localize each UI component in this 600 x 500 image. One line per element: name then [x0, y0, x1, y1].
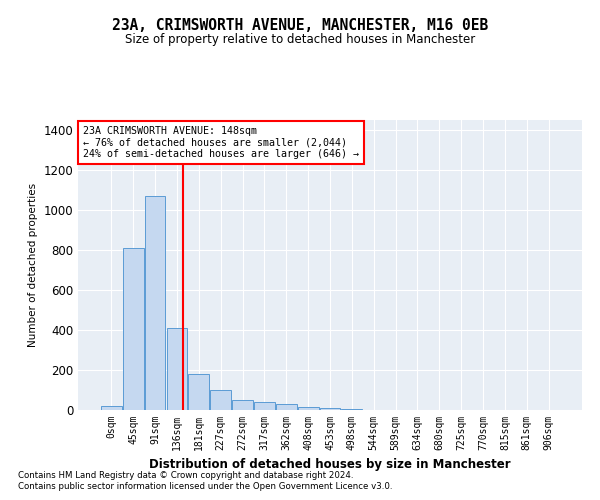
Bar: [254, 402, 275, 410]
Bar: [101, 406, 122, 410]
Y-axis label: Number of detached properties: Number of detached properties: [28, 183, 38, 347]
Text: Contains public sector information licensed under the Open Government Licence v3: Contains public sector information licen…: [18, 482, 392, 491]
Bar: [167, 328, 187, 410]
Bar: [210, 390, 231, 410]
Bar: [145, 196, 166, 410]
Bar: [320, 408, 340, 410]
Bar: [188, 374, 209, 410]
Text: Contains HM Land Registry data © Crown copyright and database right 2024.: Contains HM Land Registry data © Crown c…: [18, 470, 353, 480]
Bar: [341, 409, 362, 410]
Bar: [298, 407, 319, 410]
Bar: [276, 404, 296, 410]
X-axis label: Distribution of detached houses by size in Manchester: Distribution of detached houses by size …: [149, 458, 511, 471]
Text: 23A, CRIMSWORTH AVENUE, MANCHESTER, M16 0EB: 23A, CRIMSWORTH AVENUE, MANCHESTER, M16 …: [112, 18, 488, 32]
Text: Size of property relative to detached houses in Manchester: Size of property relative to detached ho…: [125, 32, 475, 46]
Bar: [232, 400, 253, 410]
Bar: [123, 248, 143, 410]
Text: 23A CRIMSWORTH AVENUE: 148sqm
← 76% of detached houses are smaller (2,044)
24% o: 23A CRIMSWORTH AVENUE: 148sqm ← 76% of d…: [83, 126, 359, 159]
